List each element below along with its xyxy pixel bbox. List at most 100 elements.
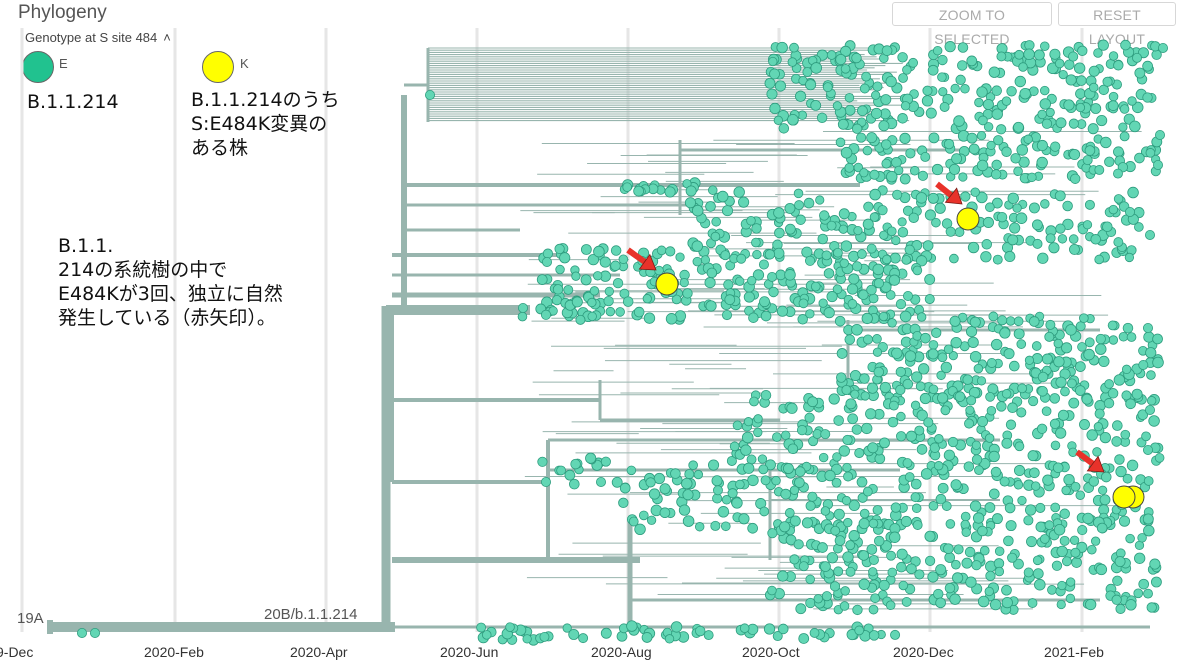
- tip-node: [1133, 588, 1144, 599]
- tip-node: [887, 567, 898, 578]
- tip-node: [840, 586, 850, 596]
- annotation-lineage-k: B.1.1.214のうち S:E484K変異の ある株: [191, 89, 340, 159]
- tip-node: [1121, 390, 1132, 401]
- tip-node: [659, 483, 671, 495]
- tip-node: [810, 99, 822, 111]
- tip-node: [1010, 153, 1021, 164]
- tip-node: [924, 294, 935, 305]
- tip-node: [1055, 376, 1067, 388]
- tip-node: [829, 581, 841, 592]
- tip-node: [540, 309, 552, 320]
- tip-node: [1049, 393, 1061, 404]
- tip-node: [943, 344, 954, 355]
- tip-node: [773, 207, 785, 219]
- tip-node: [868, 518, 879, 529]
- tip-node: [1066, 378, 1077, 389]
- tip-node: [760, 310, 772, 322]
- tip-node: [915, 381, 926, 392]
- tip-node: [476, 622, 487, 633]
- tip-node: [974, 465, 984, 476]
- tip-node: [1150, 576, 1162, 588]
- tip-node: [957, 42, 969, 53]
- tip-node: [856, 249, 867, 260]
- tip-node: [984, 433, 995, 443]
- tip-node: [856, 132, 867, 143]
- tip-node: [682, 515, 695, 527]
- tip-node: [871, 90, 881, 100]
- tip-node: [1001, 437, 1013, 449]
- tip-node: [896, 561, 907, 573]
- tip-node: [802, 67, 813, 77]
- tip-node: [1045, 233, 1056, 244]
- tip-node: [906, 563, 917, 575]
- tip-node: [910, 492, 921, 503]
- tip-node: [938, 87, 948, 97]
- k-tips[interactable]: [655, 207, 1145, 509]
- tip-node: [789, 42, 799, 53]
- time-axis: 9-Dec 2020-Feb 2020-Apr 2020-Jun 2020-Au…: [0, 644, 1104, 660]
- tip-node: [787, 113, 799, 126]
- color-by-selector[interactable]: Genotype at S site 484 ˄: [25, 30, 171, 45]
- tip-node: [990, 466, 1002, 478]
- tip-node: [599, 256, 611, 268]
- tip-node: [1107, 320, 1118, 331]
- tip-node: [985, 391, 995, 402]
- tip-node: [767, 585, 777, 596]
- tip-node: [675, 252, 685, 262]
- tip-node: [798, 633, 810, 644]
- tip-node: [1042, 474, 1054, 486]
- tip-node: [1094, 165, 1105, 175]
- tip-node: [868, 554, 879, 566]
- tip-node: [853, 225, 863, 236]
- tip-node: [782, 463, 794, 474]
- tip-node: [990, 338, 1003, 351]
- tip-node: [615, 307, 625, 317]
- tip-node: [605, 306, 616, 317]
- tip-node: [767, 271, 778, 282]
- tip-node: [758, 259, 769, 270]
- tip-node: [1108, 51, 1119, 61]
- tip-node: [703, 630, 714, 641]
- tip-node: [682, 288, 693, 299]
- legend-swatch-k[interactable]: [202, 51, 234, 83]
- tip-node: [1082, 155, 1093, 166]
- tip-node: [984, 502, 996, 513]
- tip-node: [858, 517, 870, 530]
- tip-node: [777, 570, 789, 582]
- tip-node: [1137, 409, 1149, 421]
- tip-node: [891, 157, 902, 168]
- tip-node: [724, 294, 736, 305]
- tip-node: [948, 351, 958, 361]
- tip-node: [794, 466, 806, 477]
- tip-node: [691, 204, 704, 217]
- tip-node: [994, 566, 1005, 577]
- tip-node: [1113, 237, 1124, 248]
- tip-node: [950, 336, 962, 349]
- tip-node: [813, 594, 823, 604]
- chevron-up-icon[interactable]: ˄: [163, 30, 171, 45]
- tip-node: [967, 336, 979, 348]
- tip-node: [973, 363, 984, 374]
- tip-node: [966, 132, 978, 144]
- tip-node: [902, 458, 913, 468]
- tip-node: [1056, 545, 1068, 558]
- tip-node: [780, 488, 792, 500]
- tip-node: [840, 146, 853, 159]
- tip-node: [901, 597, 912, 607]
- tip-node: [1047, 585, 1057, 595]
- tip-node: [1013, 166, 1023, 177]
- tip-node: [949, 253, 959, 264]
- tip-node: [816, 112, 828, 124]
- tree-tips[interactable]: [77, 39, 1169, 646]
- tip-node: [846, 283, 859, 295]
- tip-node: [1112, 420, 1123, 431]
- tip-node: [684, 469, 695, 480]
- tip-node: [776, 41, 788, 54]
- arrow-shaft: [935, 181, 953, 198]
- tip-node: [803, 197, 815, 209]
- zoom-to-selected-button[interactable]: ZOOM TO SELECTED: [892, 2, 1052, 47]
- tip-node: [868, 567, 878, 577]
- tip-node: [1035, 521, 1047, 533]
- tip-node: [681, 477, 693, 490]
